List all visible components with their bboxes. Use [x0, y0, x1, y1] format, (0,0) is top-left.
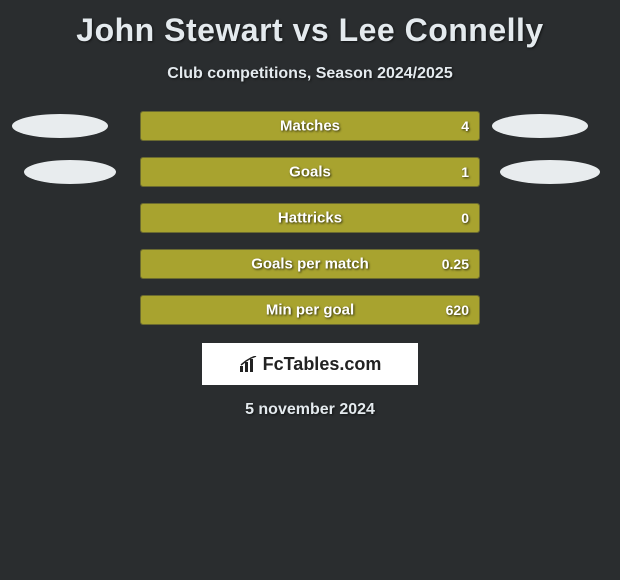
stat-bar: Matches4 [140, 111, 480, 141]
stat-row: Goals per match0.25 [0, 249, 620, 279]
chart-icon [239, 356, 259, 372]
stat-bar-fill [141, 204, 479, 232]
stat-row: Hattricks0 [0, 203, 620, 233]
stat-row: Matches4 [0, 111, 620, 141]
stat-row: Min per goal620 [0, 295, 620, 325]
logo: FcTables.com [239, 354, 382, 375]
logo-container: FcTables.com [202, 343, 418, 385]
stat-row: Goals1 [0, 157, 620, 187]
stat-bar-fill [141, 158, 479, 186]
date-text: 5 november 2024 [0, 401, 620, 419]
stats-chart: Matches4 Goals1 Hattricks0 Goals per match0… [0, 111, 620, 325]
stat-bar-fill [141, 296, 479, 324]
left-ellipse [24, 160, 116, 184]
right-ellipse [500, 160, 600, 184]
left-ellipse [12, 114, 108, 138]
subtitle: Club competitions, Season 2024/2025 [0, 65, 620, 83]
page-title: John Stewart vs Lee Connelly [0, 0, 620, 49]
stat-bar-fill [141, 250, 479, 278]
stat-bar-fill [141, 112, 479, 140]
stat-bar: Min per goal620 [140, 295, 480, 325]
stat-bar: Goals1 [140, 157, 480, 187]
right-ellipse [492, 114, 588, 138]
stat-bar: Hattricks0 [140, 203, 480, 233]
stat-bar: Goals per match0.25 [140, 249, 480, 279]
logo-text: FcTables.com [263, 354, 382, 375]
